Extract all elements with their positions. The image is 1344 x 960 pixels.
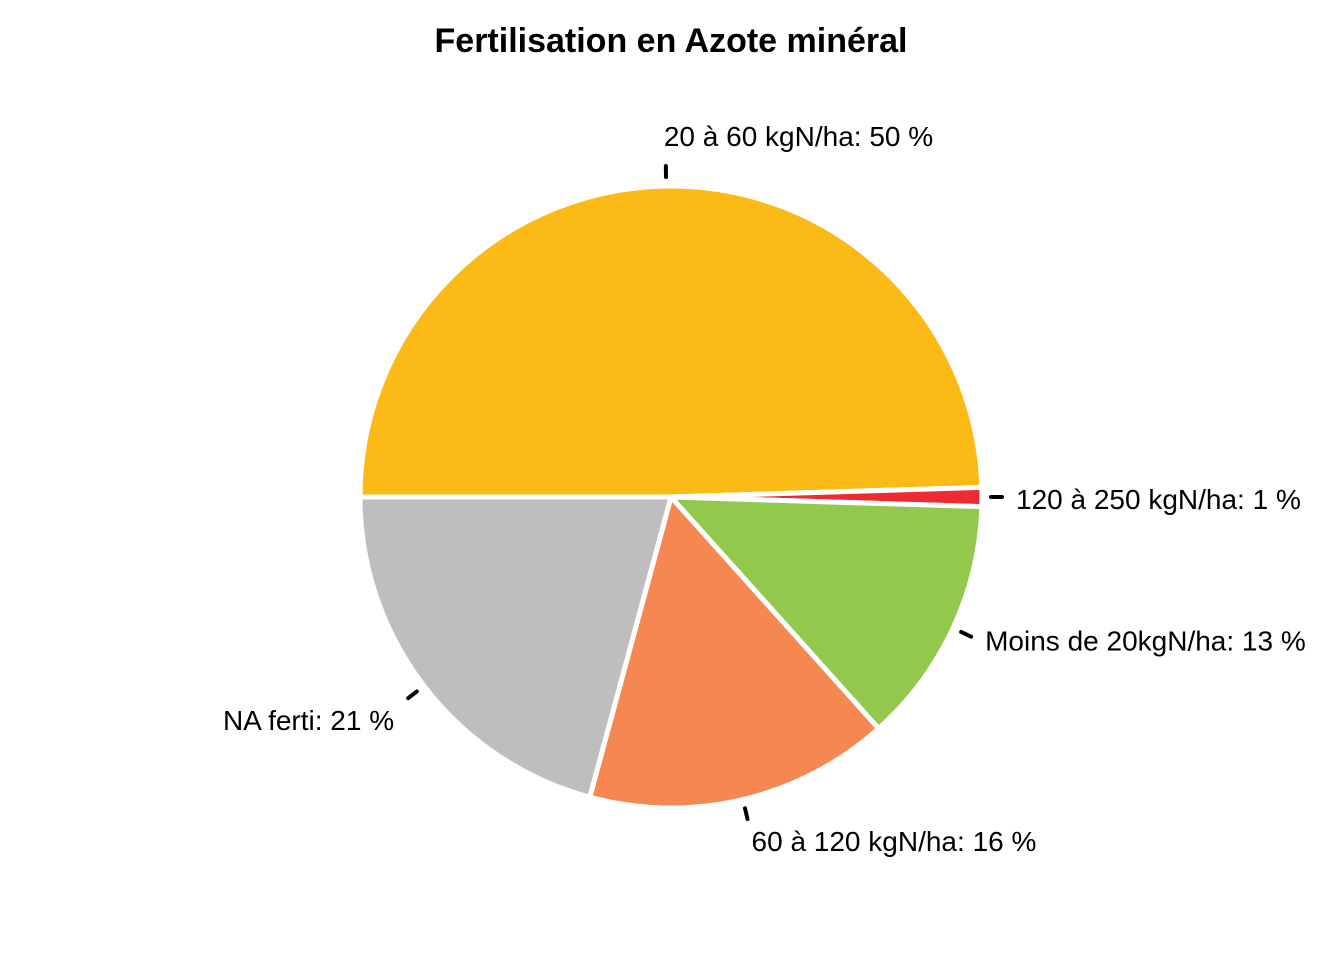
slice-label: 60 à 120 kgN/ha: 16 % [752,826,1037,857]
leader-line [406,689,419,701]
leader-line [742,806,750,822]
slice-label: 20 à 60 kgN/ha: 50 % [664,121,933,152]
pie-slice [357,494,674,800]
slice-label: 120 à 250 kgN/ha: 1 % [1016,484,1301,515]
leader-lines [406,164,1004,822]
pie-slice [668,494,985,732]
slice-label: Moins de 20kgN/ha: 13 % [985,626,1306,657]
leader-line [959,629,974,639]
slice-label: NA ferti: 21 % [223,705,394,736]
slice-labels: 20 à 60 kgN/ha: 50 % 120 à 250 kgN/ha: 1 … [223,121,1306,857]
chart-title: Fertilisation en Azote minéral [435,22,908,60]
pie-slices [357,183,985,811]
pie-slice [587,494,882,811]
pie-slice [357,183,985,500]
